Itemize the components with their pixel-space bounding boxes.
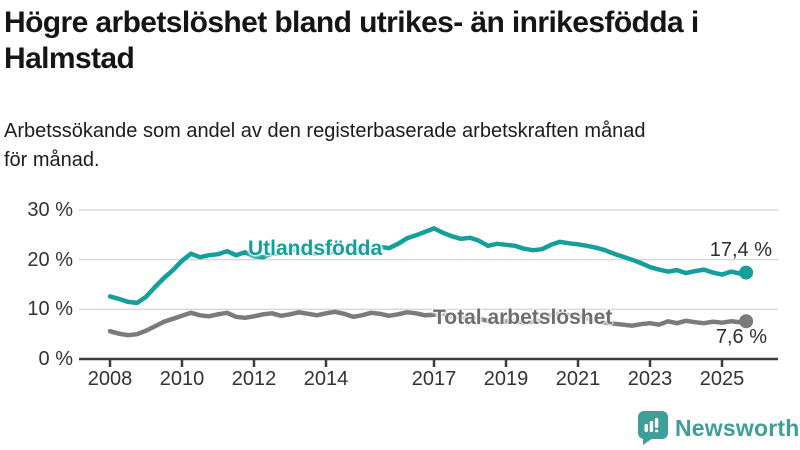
end-dot-series-0 [739, 265, 754, 280]
x-tick-label-2017: 2017 [411, 368, 457, 390]
x-tick-label-2025: 2025 [699, 368, 745, 390]
x-tick-label-2023: 2023 [627, 368, 673, 390]
x-tick-label-2008: 2008 [87, 368, 133, 390]
chart-title: Högre arbetslöshet bland utrikes- än inr… [4, 5, 796, 77]
x-tick-label-2012: 2012 [231, 368, 277, 390]
series-label-utlandsfodda: Utlandsfödda [248, 237, 383, 260]
x-tick-label-2010: 2010 [159, 368, 205, 390]
chart-title-line1: Högre arbetslöshet bland utrikes- än inr… [4, 6, 699, 39]
chart-subtitle-line2: för månad. [4, 149, 100, 171]
end-dot-series-1 [739, 314, 754, 329]
newsworthy-logo[interactable]: Newsworthy [638, 411, 800, 445]
newsworthy-bubble-chart-icon [638, 411, 668, 445]
x-tick-label-2014: 2014 [303, 368, 349, 390]
x-tick-label-2021: 2021 [555, 368, 601, 390]
line-series-1 [107, 309, 749, 338]
y-tick-label-20: 20 % [27, 248, 73, 271]
y-tick-label-10: 10 % [27, 298, 73, 321]
chart-title-line2: Halmstad [4, 42, 135, 75]
line-series-0 [107, 226, 749, 306]
chart-subtitle-line1: Arbetssökande som andel av den registerb… [4, 120, 646, 142]
chart-subtitle: Arbetssökande som andel av den registerb… [4, 117, 796, 175]
x-tick-label-2019: 2019 [483, 368, 529, 390]
y-tick-label-0: 0 % [38, 348, 73, 370]
newsworthy-logo-text: Newsworthy [675, 414, 800, 441]
end-value-label-total: 7,6 % [715, 326, 767, 348]
series-label-total-arbetsloshet: Total arbetslöshet [433, 306, 613, 329]
end-value-label-utlandsfodda: 17,4 % [709, 239, 772, 261]
y-tick-label-30: 30 % [27, 198, 73, 221]
